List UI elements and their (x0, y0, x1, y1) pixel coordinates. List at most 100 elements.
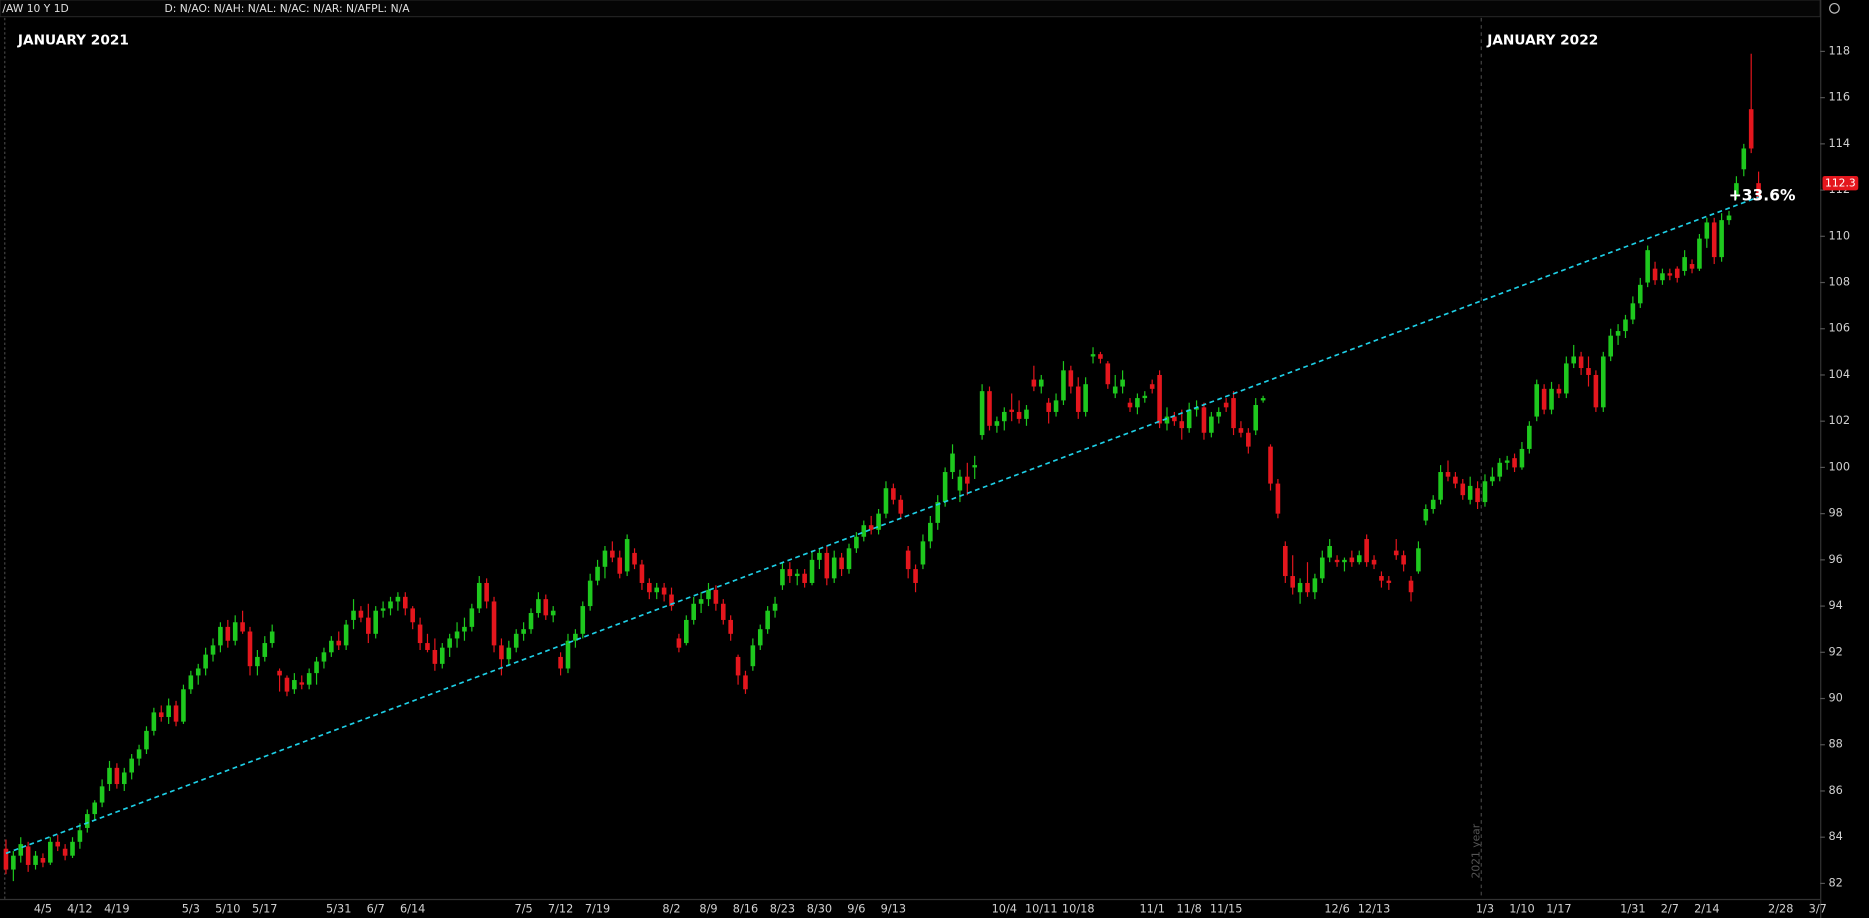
candle-body (661, 587, 667, 595)
candle-body (1586, 368, 1591, 375)
symbol-title: /AW 10 Y 1D (2, 2, 68, 15)
candle-body (284, 677, 290, 692)
x-tick-label: 11/15 (1210, 902, 1243, 916)
candle-body (602, 550, 608, 567)
candle-body (913, 569, 918, 583)
candle-body (99, 786, 105, 803)
candle-body (18, 844, 24, 856)
y-tick-label: 106 (1828, 321, 1850, 335)
candle-body (824, 552, 830, 579)
x-tick-label: 7/12 (548, 902, 573, 916)
y-tick-label: 94 (1828, 598, 1842, 612)
candle-body (314, 661, 319, 674)
candle-body (195, 668, 201, 676)
candle-body (1327, 545, 1332, 558)
candle-body (1541, 388, 1547, 410)
candle-body (1756, 183, 1761, 200)
settings-icon[interactable] (1829, 2, 1840, 14)
x-tick-label: 6/14 (400, 902, 425, 916)
candle-body (1149, 384, 1155, 389)
candle-body (624, 539, 630, 572)
candle-body (11, 855, 16, 870)
candle-body (240, 622, 245, 632)
x-tick-label: 1/31 (1620, 902, 1645, 916)
candle-body (1260, 398, 1266, 401)
candle-body (979, 391, 985, 436)
candle-body (48, 841, 53, 863)
candle-body (1312, 578, 1318, 593)
candle-body (1667, 273, 1673, 276)
y-tick-label: 110 (1828, 228, 1850, 242)
x-tick-label: 11/8 (1176, 902, 1201, 916)
candle-body (321, 652, 327, 662)
candle-body (1001, 411, 1007, 422)
candle-body (1593, 374, 1599, 408)
candle-body (1179, 421, 1185, 429)
y-tick-label: 92 (1828, 644, 1842, 658)
candle-body (691, 603, 696, 620)
y-tick-label: 114 (1828, 136, 1850, 150)
candle-body (151, 712, 157, 731)
candle-body (1120, 379, 1125, 387)
candle-body (402, 596, 408, 609)
candle-body (351, 610, 356, 620)
x-tick-label: 10/4 (992, 902, 1017, 916)
candle-body (388, 601, 393, 609)
candle-body (558, 656, 563, 669)
x-tick-label: 12/13 (1358, 902, 1391, 916)
candle-body (1556, 388, 1562, 394)
x-tick-label: 7/19 (585, 902, 610, 916)
candle-body (1512, 458, 1517, 468)
settings-icon-shape[interactable] (1829, 2, 1840, 14)
candle-body (987, 391, 992, 426)
x-tick-label: 8/23 (770, 902, 795, 916)
candle-body (883, 488, 889, 514)
year-marker: 2021 year (1470, 823, 1483, 878)
candle-body (794, 573, 800, 577)
x-tick-label: 4/5 (34, 902, 52, 916)
candle-body (1075, 386, 1081, 412)
candle-body (218, 626, 223, 646)
candle-body (255, 656, 260, 667)
candle-body (1578, 356, 1584, 369)
candle-body (121, 772, 127, 785)
candle-body (831, 557, 837, 579)
candle-body (358, 610, 364, 618)
candle-body (1482, 481, 1488, 503)
candle-body (639, 564, 645, 583)
candle-body (85, 814, 90, 828)
y-tick-label: 104 (1828, 367, 1850, 381)
candle-body (898, 499, 904, 514)
candle-body (262, 643, 268, 657)
candle-body (735, 656, 741, 676)
candle-body (373, 610, 379, 634)
trend-line (5, 196, 1759, 855)
candle-body (1386, 580, 1392, 583)
candle-body (439, 647, 445, 664)
candle-body (1157, 374, 1162, 424)
x-tick-label: 1/3 (1476, 902, 1494, 916)
candle-body (1623, 319, 1628, 332)
candle-body (802, 573, 807, 583)
candle-body (839, 557, 844, 570)
candle-body (1024, 409, 1029, 419)
candle-body (1600, 356, 1606, 408)
x-tick-label: 9/6 (847, 902, 865, 916)
y-tick-label: 86 (1828, 783, 1842, 797)
candle-body (1490, 476, 1495, 482)
candle-body (1393, 550, 1399, 556)
candle-body (158, 712, 164, 718)
candle-body (846, 548, 852, 570)
candle-body (1401, 555, 1406, 565)
candle-body (1674, 268, 1680, 278)
candle-body (1527, 425, 1532, 449)
candle-body (1645, 250, 1650, 283)
candle-body (1704, 222, 1710, 239)
candle-body (891, 488, 896, 500)
x-tick-label: 8/9 (699, 902, 717, 916)
candle-body (1564, 363, 1569, 394)
candle-body (1371, 559, 1377, 565)
candle-body (772, 603, 778, 611)
